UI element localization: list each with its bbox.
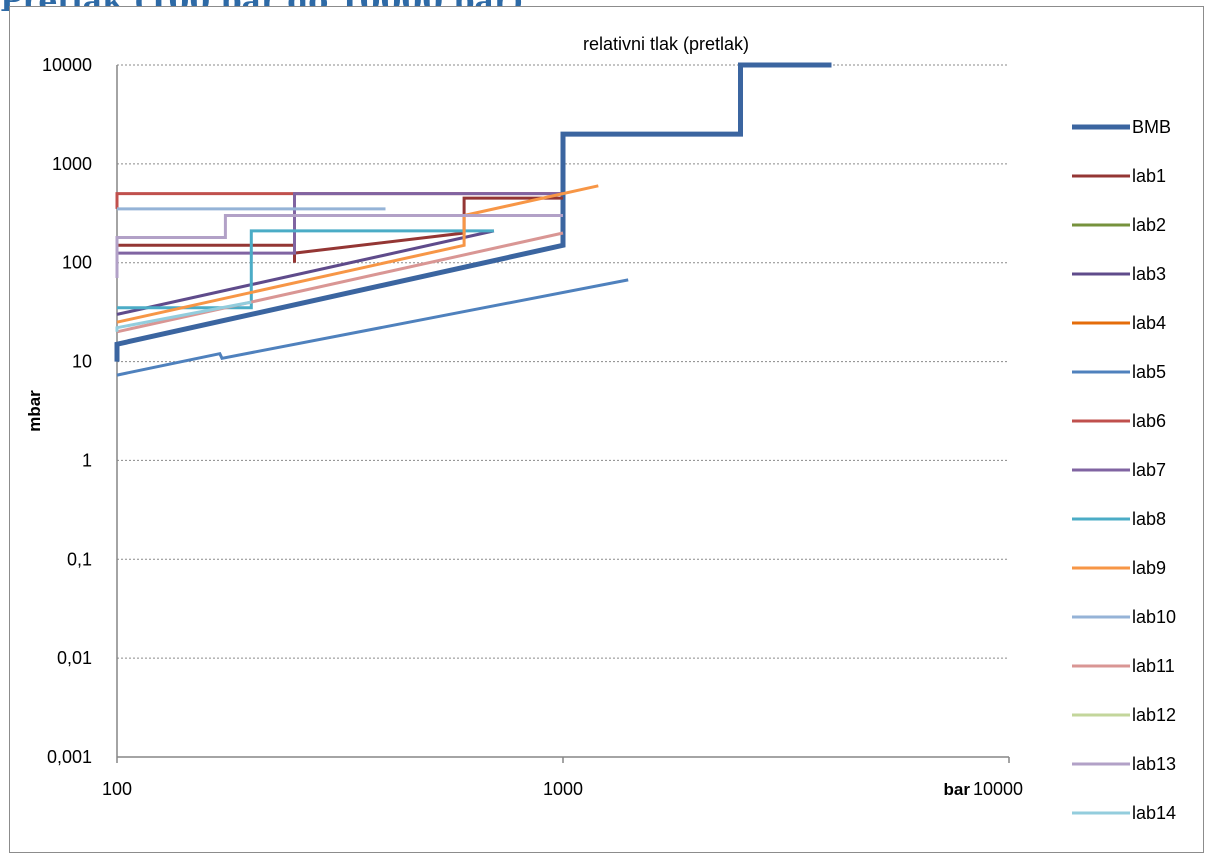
- y-tick-label: 1: [82, 450, 92, 470]
- y-tick-label: 100: [62, 253, 92, 273]
- y-axis-label: mbar: [25, 390, 44, 432]
- series-line-bmb: [114, 62, 832, 362]
- y-tick-label: 10000: [42, 55, 92, 75]
- legend-label-lab14: lab14: [1132, 803, 1176, 823]
- legend-label-lab8: lab8: [1132, 509, 1166, 529]
- axes: [116, 65, 1010, 763]
- legend-label-lab1: lab1: [1132, 166, 1166, 186]
- y-tick-label: 0,1: [67, 549, 92, 569]
- series-line-lab7: [117, 192, 563, 255]
- legend-label-lab4: lab4: [1132, 313, 1166, 333]
- legend-label-lab5: lab5: [1132, 362, 1166, 382]
- y-tick-label: 1000: [52, 154, 92, 174]
- y-tick-label: 0,001: [47, 747, 92, 767]
- legend-label-lab13: lab13: [1132, 754, 1176, 774]
- y-tick-label: 0,01: [57, 648, 92, 668]
- series-line-lab5: [116, 278, 629, 377]
- series-line-lab14: [115, 300, 252, 332]
- chart-title: relativni tlak (pretlak): [583, 34, 749, 54]
- legend: BMB lab1 lab2 lab3 lab4 lab5 lab6 lab7 lab8 lab9 l…: [1072, 117, 1176, 823]
- series-line-lab3: [116, 229, 495, 316]
- series-line-lab9: [116, 184, 599, 324]
- series-lines: [114, 62, 832, 377]
- legend-label-lab3: lab3: [1132, 264, 1166, 284]
- x-tick-label: 10000: [973, 779, 1023, 799]
- series-line-lab11: [116, 231, 564, 334]
- legend-label-lab7: lab7: [1132, 460, 1166, 480]
- legend-label-lab9: lab9: [1132, 558, 1166, 578]
- chart-area: [9, 6, 1204, 853]
- series-line-lab6: [115, 192, 563, 209]
- legend-label-lab11: lab11: [1132, 656, 1175, 676]
- legend-label-lab2: lab2: [1132, 215, 1166, 235]
- x-tick-label: 100: [102, 779, 132, 799]
- x-tick-label: 1000: [543, 779, 583, 799]
- x-axis-label: bar: [944, 780, 971, 799]
- series-line-lab13: [115, 214, 563, 278]
- legend-label-bmb: BMB: [1132, 117, 1171, 137]
- y-tick-label: 10: [72, 352, 92, 372]
- legend-label-lab6: lab6: [1132, 411, 1166, 431]
- legend-label-lab12: lab12: [1132, 705, 1176, 725]
- tick-labels: 0,001 0,01 0,1 1 10 100 1000 10000 100 1000 10000: [42, 55, 1023, 799]
- legend-label-lab10: lab10: [1132, 607, 1176, 627]
